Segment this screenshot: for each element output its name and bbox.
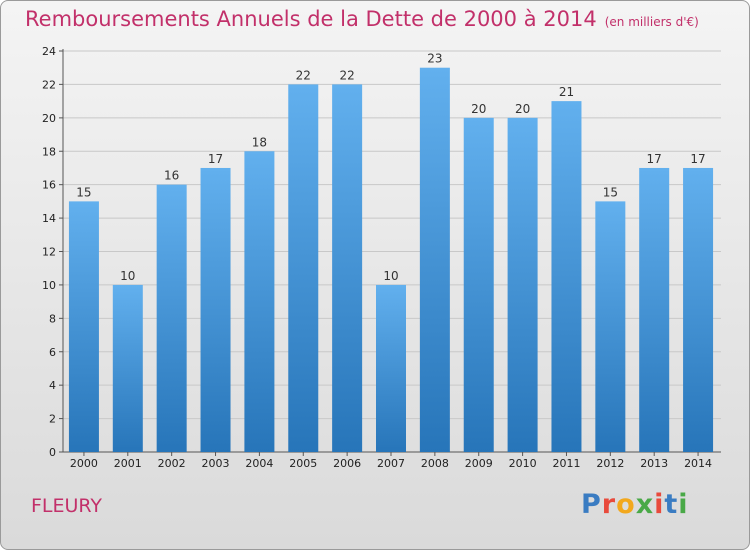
y-tick-label: 14	[42, 212, 56, 225]
x-tick-label: 2012	[596, 457, 624, 470]
y-tick-label: 20	[42, 112, 56, 125]
x-tick-label: 2014	[684, 457, 712, 470]
x-tick-label: 2010	[509, 457, 537, 470]
brand-letter: o	[616, 489, 636, 520]
brand-letter: t	[664, 489, 679, 520]
data-label: 15	[76, 185, 91, 199]
y-tick-label: 18	[42, 145, 56, 158]
bar	[244, 151, 275, 452]
y-tick-label: 0	[49, 446, 56, 459]
bar	[156, 184, 187, 452]
data-label: 10	[120, 269, 135, 283]
data-label: 18	[252, 135, 267, 149]
y-tick-label: 22	[42, 78, 56, 91]
y-tick-label: 6	[49, 346, 56, 359]
x-tick-label: 2003	[202, 457, 230, 470]
bar	[551, 101, 582, 452]
bar	[463, 117, 494, 452]
data-label: 22	[296, 68, 311, 82]
location-label: FLEURY	[31, 495, 103, 517]
y-tick-label: 8	[49, 312, 56, 325]
data-label: 20	[471, 102, 486, 116]
x-tick-label: 2006	[333, 457, 361, 470]
chart-subtitle: (en milliers d'€)	[604, 15, 699, 29]
chart-title: Remboursements Annuels de la Dette de 20…	[25, 7, 699, 31]
data-label: 17	[690, 152, 705, 166]
chart-title-text: Remboursements Annuels de la Dette de 20…	[25, 7, 597, 31]
x-tick-label: 2008	[421, 457, 449, 470]
bar	[376, 284, 406, 452]
x-tick-label: 2013	[640, 457, 668, 470]
data-label: 21	[559, 85, 574, 99]
brand-letter: i	[654, 489, 665, 520]
y-tick-label: 24	[42, 45, 56, 58]
brand-letter: i	[678, 489, 689, 520]
x-tick-label: 2005	[289, 457, 317, 470]
x-tick-label: 2004	[245, 457, 273, 470]
bar	[112, 284, 143, 452]
brand-letter: P	[581, 489, 602, 520]
data-label: 17	[208, 152, 223, 166]
x-tick-label: 2007	[377, 457, 405, 470]
x-tick-label: 2009	[465, 457, 493, 470]
brand-letter: r	[601, 489, 617, 520]
y-tick-label: 12	[42, 246, 56, 259]
bar	[332, 84, 363, 453]
x-tick-label: 2011	[552, 457, 580, 470]
data-label: 20	[515, 102, 530, 116]
x-tick-label: 2002	[158, 457, 186, 470]
data-label: 10	[383, 269, 398, 283]
bar	[507, 117, 538, 452]
x-tick-label: 2000	[70, 457, 98, 470]
bar	[288, 84, 319, 453]
data-label: 17	[647, 152, 662, 166]
y-tick-label: 4	[49, 379, 56, 392]
bar	[639, 167, 670, 453]
bar	[595, 201, 626, 452]
data-label: 22	[339, 68, 354, 82]
proxiti-logo: Proxiti	[581, 489, 689, 520]
y-tick-label: 16	[42, 179, 56, 192]
data-label: 23	[427, 52, 442, 66]
y-tick-label: 2	[49, 413, 56, 426]
brand-letter: x	[635, 489, 655, 520]
x-tick-label: 2001	[114, 457, 142, 470]
bar	[200, 167, 231, 453]
bar	[419, 67, 450, 452]
bar	[68, 201, 99, 452]
y-tick-label: 10	[42, 279, 56, 292]
bar	[683, 167, 714, 453]
data-label: 15	[603, 185, 618, 199]
data-label: 16	[164, 169, 179, 183]
